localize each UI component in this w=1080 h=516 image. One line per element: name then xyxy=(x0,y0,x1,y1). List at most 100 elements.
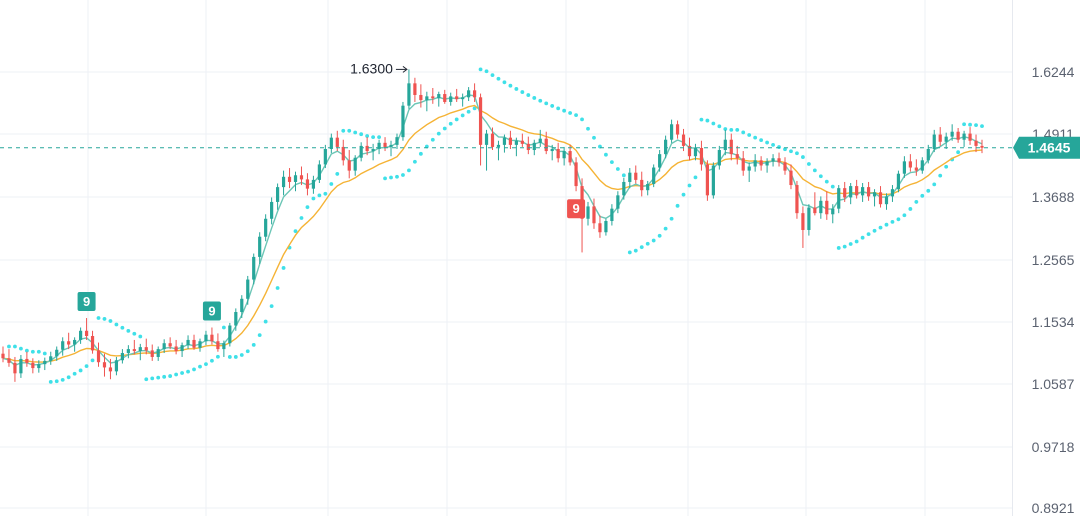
candle xyxy=(19,354,23,378)
candle-body xyxy=(467,90,471,98)
candle-body xyxy=(962,133,966,140)
candle xyxy=(287,168,292,189)
candle xyxy=(317,160,321,183)
candle xyxy=(693,143,698,161)
psar-dot xyxy=(604,152,608,157)
candle-body xyxy=(162,343,166,350)
candle-body xyxy=(413,83,417,95)
psar-dot xyxy=(311,196,316,201)
psar-dot xyxy=(484,69,489,74)
candle-body xyxy=(795,185,799,214)
candle xyxy=(789,164,793,190)
psar-dot xyxy=(687,183,692,188)
candle xyxy=(902,156,906,178)
candle-body xyxy=(84,330,89,337)
psar-dot xyxy=(347,128,352,133)
candle-body xyxy=(234,312,238,326)
td-sell-marker[interactable]: 9 xyxy=(567,199,586,219)
candle-body xyxy=(502,137,507,145)
psar-dot xyxy=(729,127,734,132)
psar-dot xyxy=(186,369,190,374)
candle-body xyxy=(114,360,119,372)
psar-dot xyxy=(180,371,184,375)
psar-dot xyxy=(777,145,781,149)
psar-dot xyxy=(514,87,519,91)
candle xyxy=(425,91,429,112)
candle xyxy=(120,349,124,364)
candle xyxy=(807,204,811,236)
candle xyxy=(472,83,477,102)
candle-body xyxy=(96,350,101,363)
psar-dot xyxy=(896,217,901,222)
candle-body xyxy=(31,362,35,369)
candle xyxy=(825,191,829,220)
candle xyxy=(395,133,399,149)
signal-markers: 9 9 9 xyxy=(77,199,586,321)
candle xyxy=(622,177,626,200)
psar-dot xyxy=(377,135,381,140)
candle-body xyxy=(950,131,954,137)
td-buy-marker[interactable]: 9 xyxy=(202,301,221,321)
psar-dot xyxy=(705,118,710,123)
psar-dot xyxy=(693,175,698,180)
candle-body xyxy=(455,96,459,100)
candle-body xyxy=(461,97,465,100)
candle-body xyxy=(353,157,357,171)
marker-badge xyxy=(77,292,96,312)
td-buy-marker[interactable]: 9 xyxy=(77,292,96,312)
candle-body xyxy=(371,148,375,152)
candle-body xyxy=(61,341,65,350)
candle xyxy=(138,343,142,361)
candle-body xyxy=(437,94,441,99)
candle-body xyxy=(902,161,906,174)
psar-dot xyxy=(7,344,11,349)
candle-body xyxy=(484,133,489,145)
candle xyxy=(299,166,304,186)
candle xyxy=(467,87,471,102)
candle-body xyxy=(216,341,220,350)
candle-body xyxy=(383,142,387,147)
candle-body xyxy=(478,97,483,145)
candle xyxy=(526,136,530,155)
psar-dot xyxy=(341,128,346,133)
candle xyxy=(872,189,877,207)
psar-dot xyxy=(36,349,41,354)
candle xyxy=(586,201,590,226)
psar-dot xyxy=(968,122,972,127)
candle xyxy=(192,334,196,350)
candle xyxy=(419,84,423,108)
candle-body xyxy=(25,358,29,363)
psar-dot xyxy=(460,113,465,118)
psar-dot xyxy=(932,182,937,187)
candle-body xyxy=(90,336,95,351)
psar-dot xyxy=(281,266,286,270)
candle-body xyxy=(365,145,369,152)
psar-dot xyxy=(615,167,620,171)
candle xyxy=(240,295,244,319)
candle xyxy=(687,137,692,161)
candle-body xyxy=(974,140,978,146)
candle-body xyxy=(210,334,214,342)
psar-dot xyxy=(323,191,328,196)
candle xyxy=(855,179,859,199)
candle-body xyxy=(825,200,829,215)
psar-dot xyxy=(926,188,931,193)
psar-dot xyxy=(72,371,77,376)
candle xyxy=(252,253,256,285)
psar-dot xyxy=(974,123,978,128)
candle xyxy=(908,154,912,172)
candle-body xyxy=(872,192,877,197)
current-price-box[interactable] xyxy=(1013,136,1080,159)
candle xyxy=(562,146,566,166)
candle xyxy=(717,145,721,170)
candle xyxy=(449,92,453,106)
psar-dot xyxy=(669,216,674,221)
psar-dot xyxy=(60,377,65,382)
candle xyxy=(1,346,5,363)
price-axis[interactable]: 1.62441.49111.36881.25651.15341.05870.97… xyxy=(0,64,1080,516)
candle xyxy=(84,318,89,340)
candle-body xyxy=(646,184,650,191)
psar-dot xyxy=(174,372,179,377)
